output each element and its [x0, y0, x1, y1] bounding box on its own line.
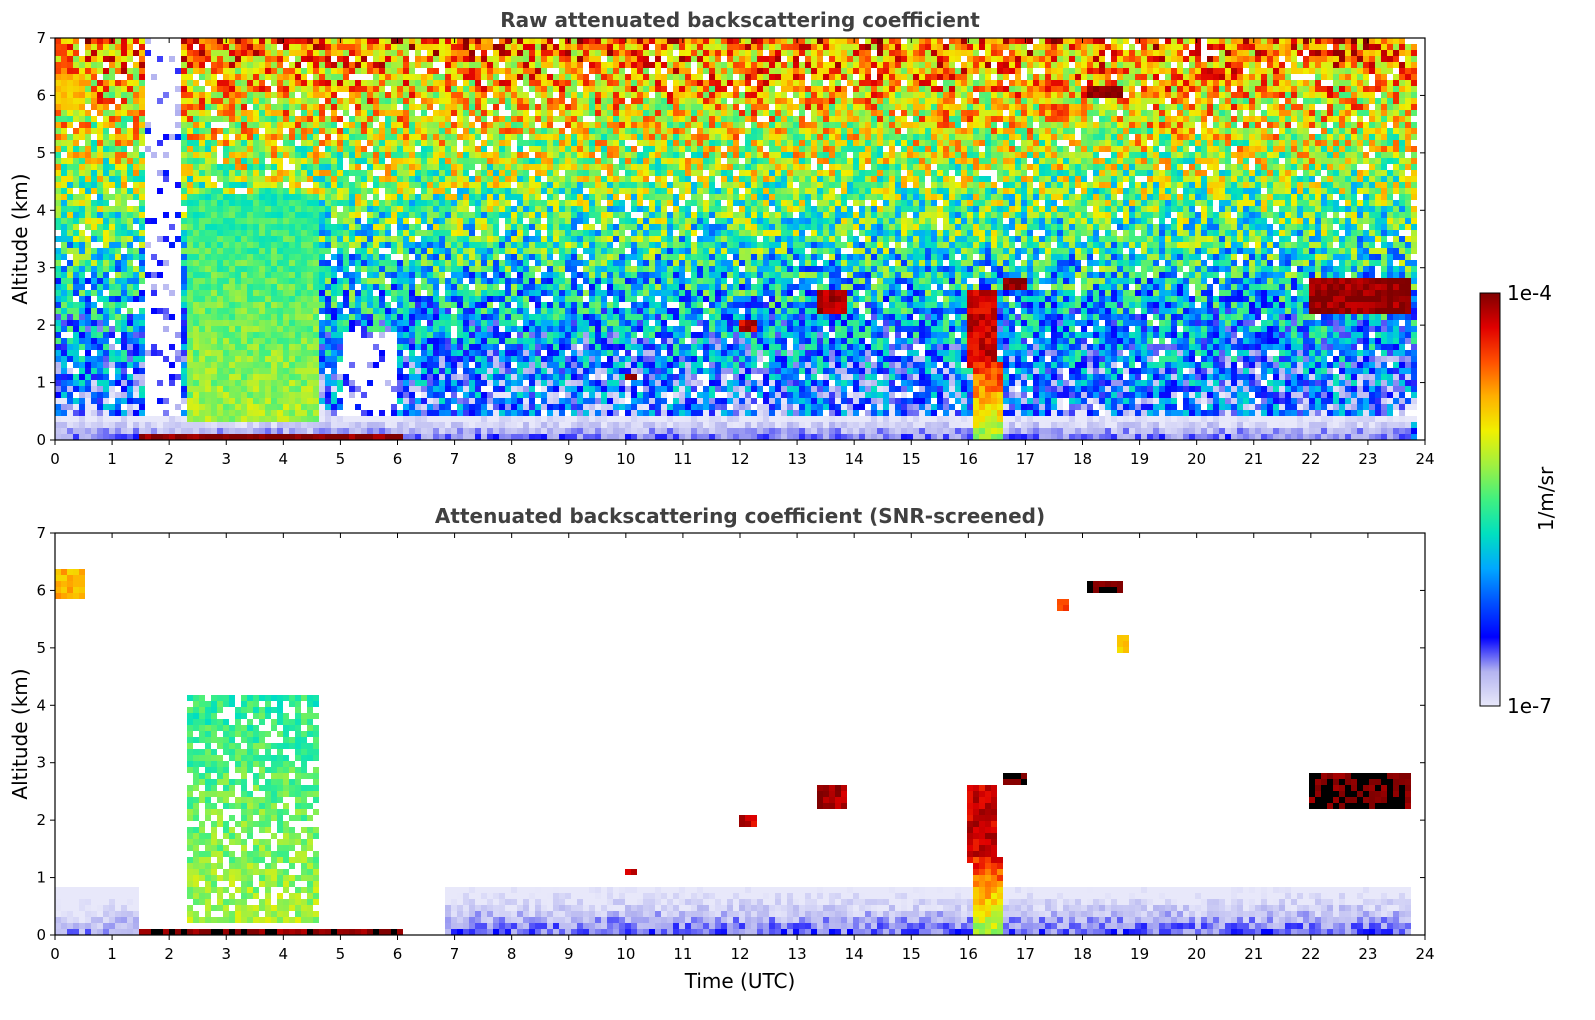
x-tick-label: 11	[673, 945, 692, 963]
x-tick-label: 18	[1073, 450, 1092, 468]
y-tick-label: 6	[36, 86, 46, 104]
x-axis-label: Time (UTC)	[684, 969, 796, 993]
x-tick-label: 21	[1244, 945, 1263, 963]
x-tick-label: 15	[902, 945, 921, 963]
x-tick-label: 9	[564, 450, 574, 468]
y-tick-label: 2	[36, 811, 46, 829]
x-ticks-raw: 0 1 2 3 4 5 6 7 8 9 10 11 12 13 14 15 16 17 18 19 20 21 22 23 24	[50, 38, 1435, 468]
x-tick-label: 3	[221, 450, 231, 468]
panel-screened: Attenuated backscattering coefficient (S…	[8, 504, 1435, 993]
y-ticks-raw: 0 1 2 3 4 5 6 7	[36, 29, 1425, 449]
colorbar-units-label: 1/m/sr	[1534, 466, 1558, 531]
x-tick-label: 1	[107, 945, 117, 963]
heatmap-screened	[55, 569, 1411, 935]
y-ticks-screened: 0 1 2 3 4 5 6 7	[36, 524, 1425, 944]
y-tick-label: 5	[36, 144, 46, 162]
x-tick-label: 22	[1301, 945, 1320, 963]
x-tick-label: 13	[788, 450, 807, 468]
y-tick-label: 0	[36, 431, 46, 449]
y-tick-label: 4	[36, 201, 46, 219]
x-tick-label: 6	[393, 450, 403, 468]
y-tick-label: 2	[36, 316, 46, 334]
chart-title-screened: Attenuated backscattering coefficient (S…	[435, 504, 1045, 528]
heatmap-raw	[55, 38, 1417, 440]
chart-title-raw: Raw attenuated backscattering coefficien…	[500, 8, 980, 32]
x-ticks-screened: 0 1 2 3 4 5 6 7 8 9 10 11 12 13 14 15 16 17 18 19 20 21 22 23 24	[50, 533, 1435, 963]
x-tick-label: 1	[107, 450, 117, 468]
x-tick-label: 2	[164, 450, 174, 468]
x-tick-label: 4	[279, 450, 289, 468]
y-tick-label: 7	[36, 524, 46, 542]
x-tick-label: 16	[959, 450, 978, 468]
x-tick-label: 0	[50, 450, 60, 468]
x-tick-label: 9	[564, 945, 574, 963]
x-tick-label: 18	[1073, 945, 1092, 963]
x-tick-label: 2	[164, 945, 174, 963]
x-tick-label: 21	[1244, 450, 1263, 468]
y-axis-label-screened: Altitude (km)	[8, 668, 32, 799]
x-tick-label: 22	[1301, 450, 1320, 468]
x-tick-label: 19	[1130, 450, 1149, 468]
x-tick-label: 12	[730, 945, 749, 963]
colorbar-max-label: 1e-4	[1507, 281, 1552, 305]
x-tick-label: 17	[1016, 945, 1035, 963]
y-tick-label: 7	[36, 29, 46, 47]
x-tick-label: 8	[507, 450, 517, 468]
y-tick-label: 1	[36, 374, 46, 392]
x-tick-label: 5	[336, 450, 346, 468]
x-tick-label: 20	[1187, 450, 1206, 468]
x-tick-label: 15	[902, 450, 921, 468]
y-tick-label: 0	[36, 926, 46, 944]
x-tick-label: 5	[336, 945, 346, 963]
x-tick-label: 16	[959, 945, 978, 963]
y-tick-label: 3	[36, 259, 46, 277]
x-tick-label: 7	[450, 450, 460, 468]
x-tick-label: 10	[616, 450, 635, 468]
x-tick-label: 8	[507, 945, 517, 963]
x-tick-label: 13	[788, 945, 807, 963]
x-tick-label: 23	[1358, 450, 1377, 468]
x-tick-label: 11	[673, 450, 692, 468]
x-tick-label: 12	[730, 450, 749, 468]
y-tick-label: 6	[36, 581, 46, 599]
y-axis-label-raw: Altitude (km)	[8, 173, 32, 304]
colorbar: 1e-4 1e-7 1/m/sr	[1479, 281, 1558, 718]
y-tick-label: 5	[36, 639, 46, 657]
x-tick-label: 19	[1130, 945, 1149, 963]
panel-raw: Raw attenuated backscattering coefficien…	[8, 8, 1435, 468]
y-tick-label: 4	[36, 696, 46, 714]
y-tick-label: 1	[36, 869, 46, 887]
x-tick-label: 6	[393, 945, 403, 963]
x-tick-label: 24	[1415, 945, 1434, 963]
x-tick-label: 0	[50, 945, 60, 963]
x-tick-label: 14	[845, 945, 864, 963]
colorbar-min-label: 1e-7	[1507, 694, 1552, 718]
x-tick-label: 3	[221, 945, 231, 963]
x-tick-label: 17	[1016, 450, 1035, 468]
colorbar-scale	[1479, 292, 1501, 707]
x-tick-label: 24	[1415, 450, 1434, 468]
x-tick-label: 4	[279, 945, 289, 963]
x-tick-label: 20	[1187, 945, 1206, 963]
x-tick-label: 14	[845, 450, 864, 468]
y-tick-label: 3	[36, 754, 46, 772]
x-tick-label: 10	[616, 945, 635, 963]
x-tick-label: 7	[450, 945, 460, 963]
x-tick-label: 23	[1358, 945, 1377, 963]
